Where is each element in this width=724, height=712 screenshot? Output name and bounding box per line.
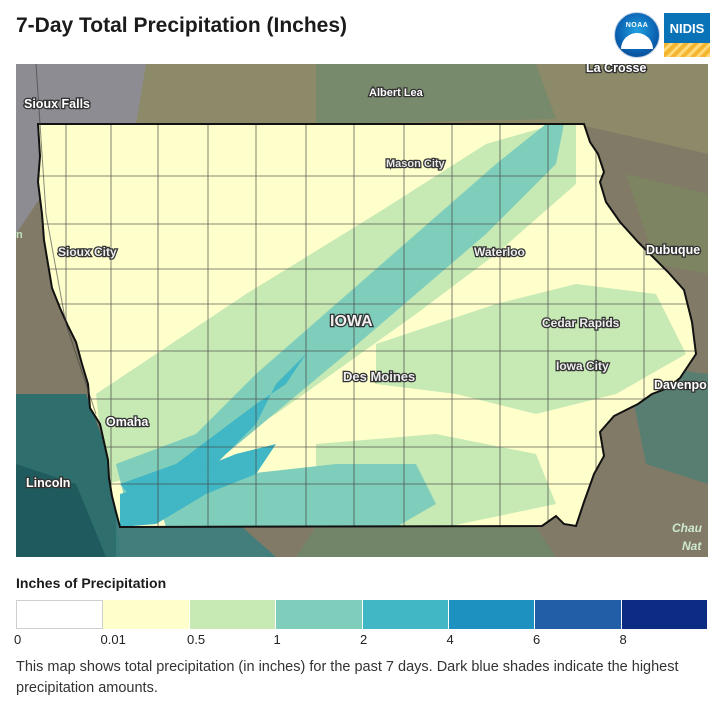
noaa-logo[interactable]: NOAA (614, 12, 660, 58)
city-label-waterloo: Waterloo (474, 245, 525, 259)
state-label-iowa: IOWA (330, 313, 373, 330)
city-label-davenport: Davenpo (654, 378, 707, 392)
legend-swatch (189, 600, 277, 629)
logo-group: NOAA NIDIS (614, 12, 710, 58)
legend-tick-label: 2 (360, 632, 368, 647)
legend-swatch (16, 600, 104, 629)
legend-tick-label: 8 (619, 632, 627, 647)
city-label-cedar-rapids: Cedar Rapids (542, 316, 620, 330)
precipitation-map[interactable]: La Crosse Albert Lea Sioux Falls Mason C… (16, 64, 708, 557)
legend-tick-label: 0 (14, 632, 22, 647)
county-boundaries (38, 124, 696, 527)
legend-tick-labels: 0 0.01 0.5 1 2 4 6 8 (14, 632, 708, 648)
place-label-chau: Chau (672, 521, 703, 535)
legend-tick-label: 1 (273, 632, 281, 647)
precip-band-high-southwest (120, 444, 276, 527)
city-label-mason-city: Mason City (386, 158, 446, 170)
legend-tick-label: 0.01 (100, 632, 126, 647)
legend-swatch (103, 600, 190, 629)
terrain-green-south (296, 527, 556, 557)
terrain-green-northeast (316, 64, 556, 124)
legend-swatch (448, 600, 536, 629)
legend-swatch (535, 600, 622, 629)
city-label-omaha: Omaha (106, 415, 149, 429)
legend-swatch (276, 600, 363, 629)
terrain-dark-teal-southwest (16, 464, 106, 557)
noaa-logo-text: NOAA (625, 22, 649, 29)
terrain-green-east (626, 174, 708, 274)
nidis-wave-icon (664, 43, 710, 57)
precip-band-high (120, 354, 306, 514)
legend-swatch (362, 600, 449, 629)
nidis-logo[interactable]: NIDIS (664, 13, 710, 57)
page-title: 7-Day Total Precipitation (Inches) (16, 14, 348, 37)
city-label-sioux-falls: Sioux Falls (24, 97, 90, 111)
place-label-nat: Nat (682, 539, 702, 553)
precip-band-light-east (376, 284, 686, 414)
noaa-gull-icon (621, 33, 653, 49)
legend-title: Inches of Precipitation (16, 575, 167, 591)
legend-swatch (621, 600, 708, 629)
map-description: This map shows total precipitation (in i… (16, 659, 679, 696)
river-line (35, 64, 97, 415)
legend-tick-label: 4 (446, 632, 454, 647)
city-label-lincoln: Lincoln (26, 476, 70, 490)
edge-label-west: n (16, 229, 23, 241)
legend-tick-label: 6 (533, 632, 541, 647)
city-label-iowa-city: Iowa City (556, 359, 609, 373)
city-label-albert-lea: Albert Lea (369, 87, 424, 99)
city-label-des-moines: Des Moines (343, 369, 415, 384)
city-label-dubuque: Dubuque (646, 243, 700, 257)
city-label-la-crosse: La Crosse (586, 64, 646, 75)
city-label-sioux-city: Sioux City (58, 245, 117, 259)
legend-tick-label: 0.5 (187, 632, 206, 647)
legend-color-bar (16, 600, 708, 629)
nidis-logo-text: NIDIS (669, 21, 705, 36)
